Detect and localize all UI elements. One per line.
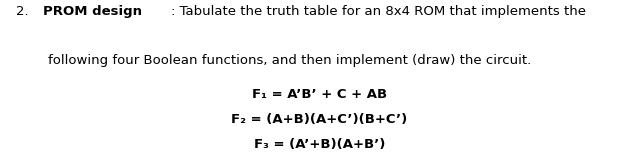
Text: F₂ = (A+B)(A+C’)(B+C’): F₂ = (A+B)(A+C’)(B+C’) <box>231 113 408 126</box>
Text: 2.: 2. <box>16 5 37 18</box>
Text: : Tabulate the truth table for an 8x4 ROM that implements the: : Tabulate the truth table for an 8x4 RO… <box>171 5 586 18</box>
Text: following four Boolean functions, and then implement (draw) the circuit.: following four Boolean functions, and th… <box>48 54 535 67</box>
Text: F₁ = A’B’ + C + AB: F₁ = A’B’ + C + AB <box>252 88 387 101</box>
Text: F₃ = (A’+B)(A+B’): F₃ = (A’+B)(A+B’) <box>254 138 385 151</box>
Text: PROM design: PROM design <box>43 5 142 18</box>
